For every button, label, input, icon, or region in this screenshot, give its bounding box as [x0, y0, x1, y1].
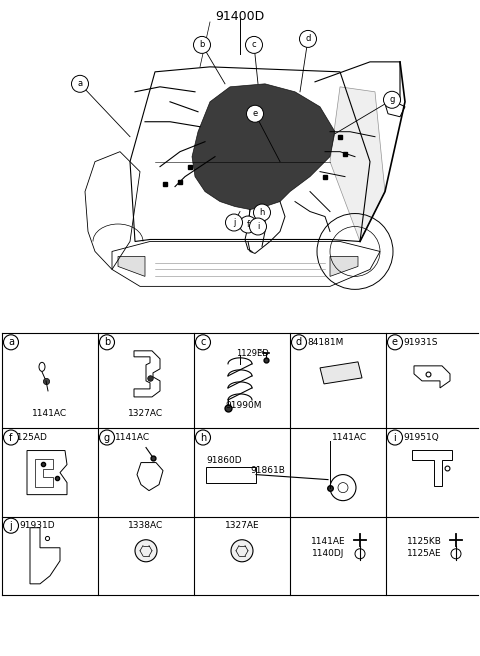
- Circle shape: [99, 335, 115, 350]
- Text: i: i: [394, 432, 396, 443]
- Text: 91990M: 91990M: [226, 401, 262, 411]
- Circle shape: [99, 430, 115, 445]
- Text: d: d: [296, 337, 302, 347]
- Text: 1338AC: 1338AC: [128, 522, 164, 530]
- Text: 1141AC: 1141AC: [33, 409, 68, 419]
- Polygon shape: [320, 362, 362, 384]
- Text: c: c: [200, 337, 206, 347]
- Circle shape: [247, 105, 264, 122]
- Circle shape: [387, 335, 403, 350]
- Text: f: f: [9, 432, 12, 443]
- Circle shape: [3, 518, 19, 533]
- Text: 91860D: 91860D: [206, 456, 241, 465]
- Circle shape: [195, 335, 211, 350]
- Text: h: h: [200, 432, 206, 443]
- Circle shape: [3, 430, 19, 445]
- Text: j: j: [10, 521, 12, 531]
- Text: f: f: [247, 220, 250, 229]
- Text: 91951Q: 91951Q: [403, 433, 439, 442]
- Circle shape: [195, 430, 211, 445]
- Text: 1327AC: 1327AC: [129, 409, 164, 419]
- Text: 91400D: 91400D: [216, 10, 264, 23]
- Circle shape: [291, 335, 307, 350]
- Text: 1141AC: 1141AC: [333, 433, 368, 442]
- Text: e: e: [392, 337, 398, 347]
- Circle shape: [253, 204, 271, 221]
- Circle shape: [193, 37, 211, 53]
- Text: 1327AE: 1327AE: [225, 522, 259, 530]
- Polygon shape: [118, 256, 145, 276]
- Text: b: b: [104, 337, 110, 347]
- Circle shape: [72, 75, 88, 92]
- Text: a: a: [77, 79, 83, 89]
- Circle shape: [3, 335, 19, 350]
- Text: 91931D: 91931D: [19, 522, 55, 530]
- Circle shape: [384, 91, 400, 108]
- Text: 91931S: 91931S: [403, 338, 437, 347]
- Text: 84181M: 84181M: [307, 338, 343, 347]
- Text: j: j: [233, 218, 235, 227]
- Text: a: a: [8, 337, 14, 347]
- Text: 1125AE: 1125AE: [407, 549, 441, 558]
- Circle shape: [245, 37, 263, 53]
- Circle shape: [300, 30, 316, 47]
- Text: g: g: [104, 432, 110, 443]
- Text: 1129ED: 1129ED: [236, 350, 269, 358]
- Bar: [206, 466, 256, 483]
- Circle shape: [135, 540, 157, 562]
- Text: i: i: [257, 222, 259, 231]
- Text: 1141AE: 1141AE: [311, 537, 345, 546]
- Polygon shape: [330, 256, 358, 276]
- Text: 1140DJ: 1140DJ: [312, 549, 344, 558]
- Circle shape: [231, 540, 253, 562]
- Text: b: b: [199, 41, 204, 49]
- Text: 91861B: 91861B: [250, 466, 285, 475]
- Text: h: h: [259, 208, 264, 217]
- Text: c: c: [252, 41, 256, 49]
- Text: e: e: [252, 110, 258, 118]
- Text: d: d: [305, 34, 311, 43]
- Text: 1125AD: 1125AD: [12, 433, 48, 442]
- Polygon shape: [192, 84, 335, 209]
- Text: 1125KB: 1125KB: [407, 537, 442, 546]
- Text: 1141AC: 1141AC: [115, 433, 150, 442]
- Circle shape: [240, 216, 256, 233]
- Circle shape: [250, 218, 266, 235]
- Polygon shape: [330, 87, 385, 241]
- Text: g: g: [389, 95, 395, 104]
- Circle shape: [226, 214, 242, 231]
- Circle shape: [387, 430, 403, 445]
